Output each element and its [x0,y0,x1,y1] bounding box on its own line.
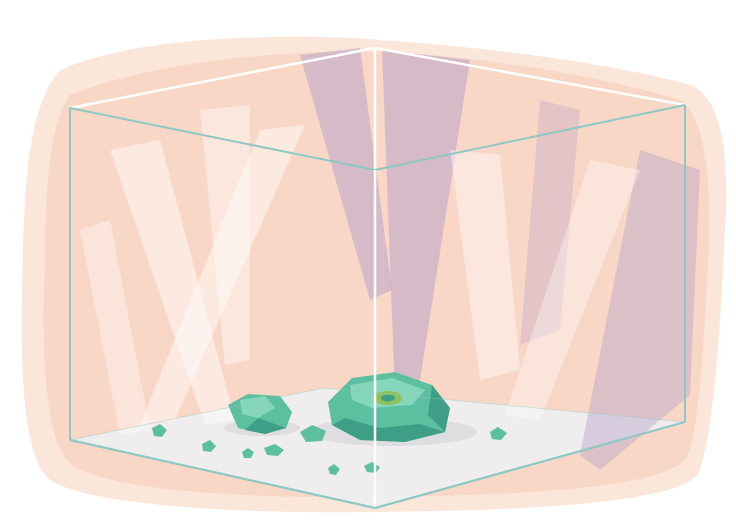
light-ray [450,150,520,380]
light-rays [80,48,700,470]
glass-edge-top-left [69,46,376,110]
pebble [264,444,284,456]
glass-box [69,46,686,510]
light-ray [505,160,640,420]
medium-rock [228,394,292,434]
rock-core-inner [381,394,395,402]
pebble [300,425,326,442]
pebble [490,427,507,440]
rock-facet [428,385,450,432]
rock-facet [240,396,275,418]
light-ray [382,50,470,395]
light-ray [200,105,250,365]
large-rock [328,372,450,442]
glass-edge-front-top-left [69,107,376,171]
light-ray [300,48,392,300]
pebble [202,440,216,452]
glass-edge-bottom-right [374,420,686,510]
box-floor [70,388,685,508]
light-ray [80,220,150,435]
rock-facet [332,418,445,442]
glass-edge-top-right [374,46,686,107]
glass-edge-back-bottom [69,387,686,441]
light-ray [110,140,235,425]
pebble [242,448,254,458]
pebble [152,424,167,437]
glass-edge-front-top-right [374,104,686,171]
light-ray [580,150,700,470]
pebble [328,464,340,475]
rock-facet [245,418,286,434]
light-ray [520,100,580,345]
light-ray [140,125,305,425]
glass-edge-bottom-left [69,438,376,510]
